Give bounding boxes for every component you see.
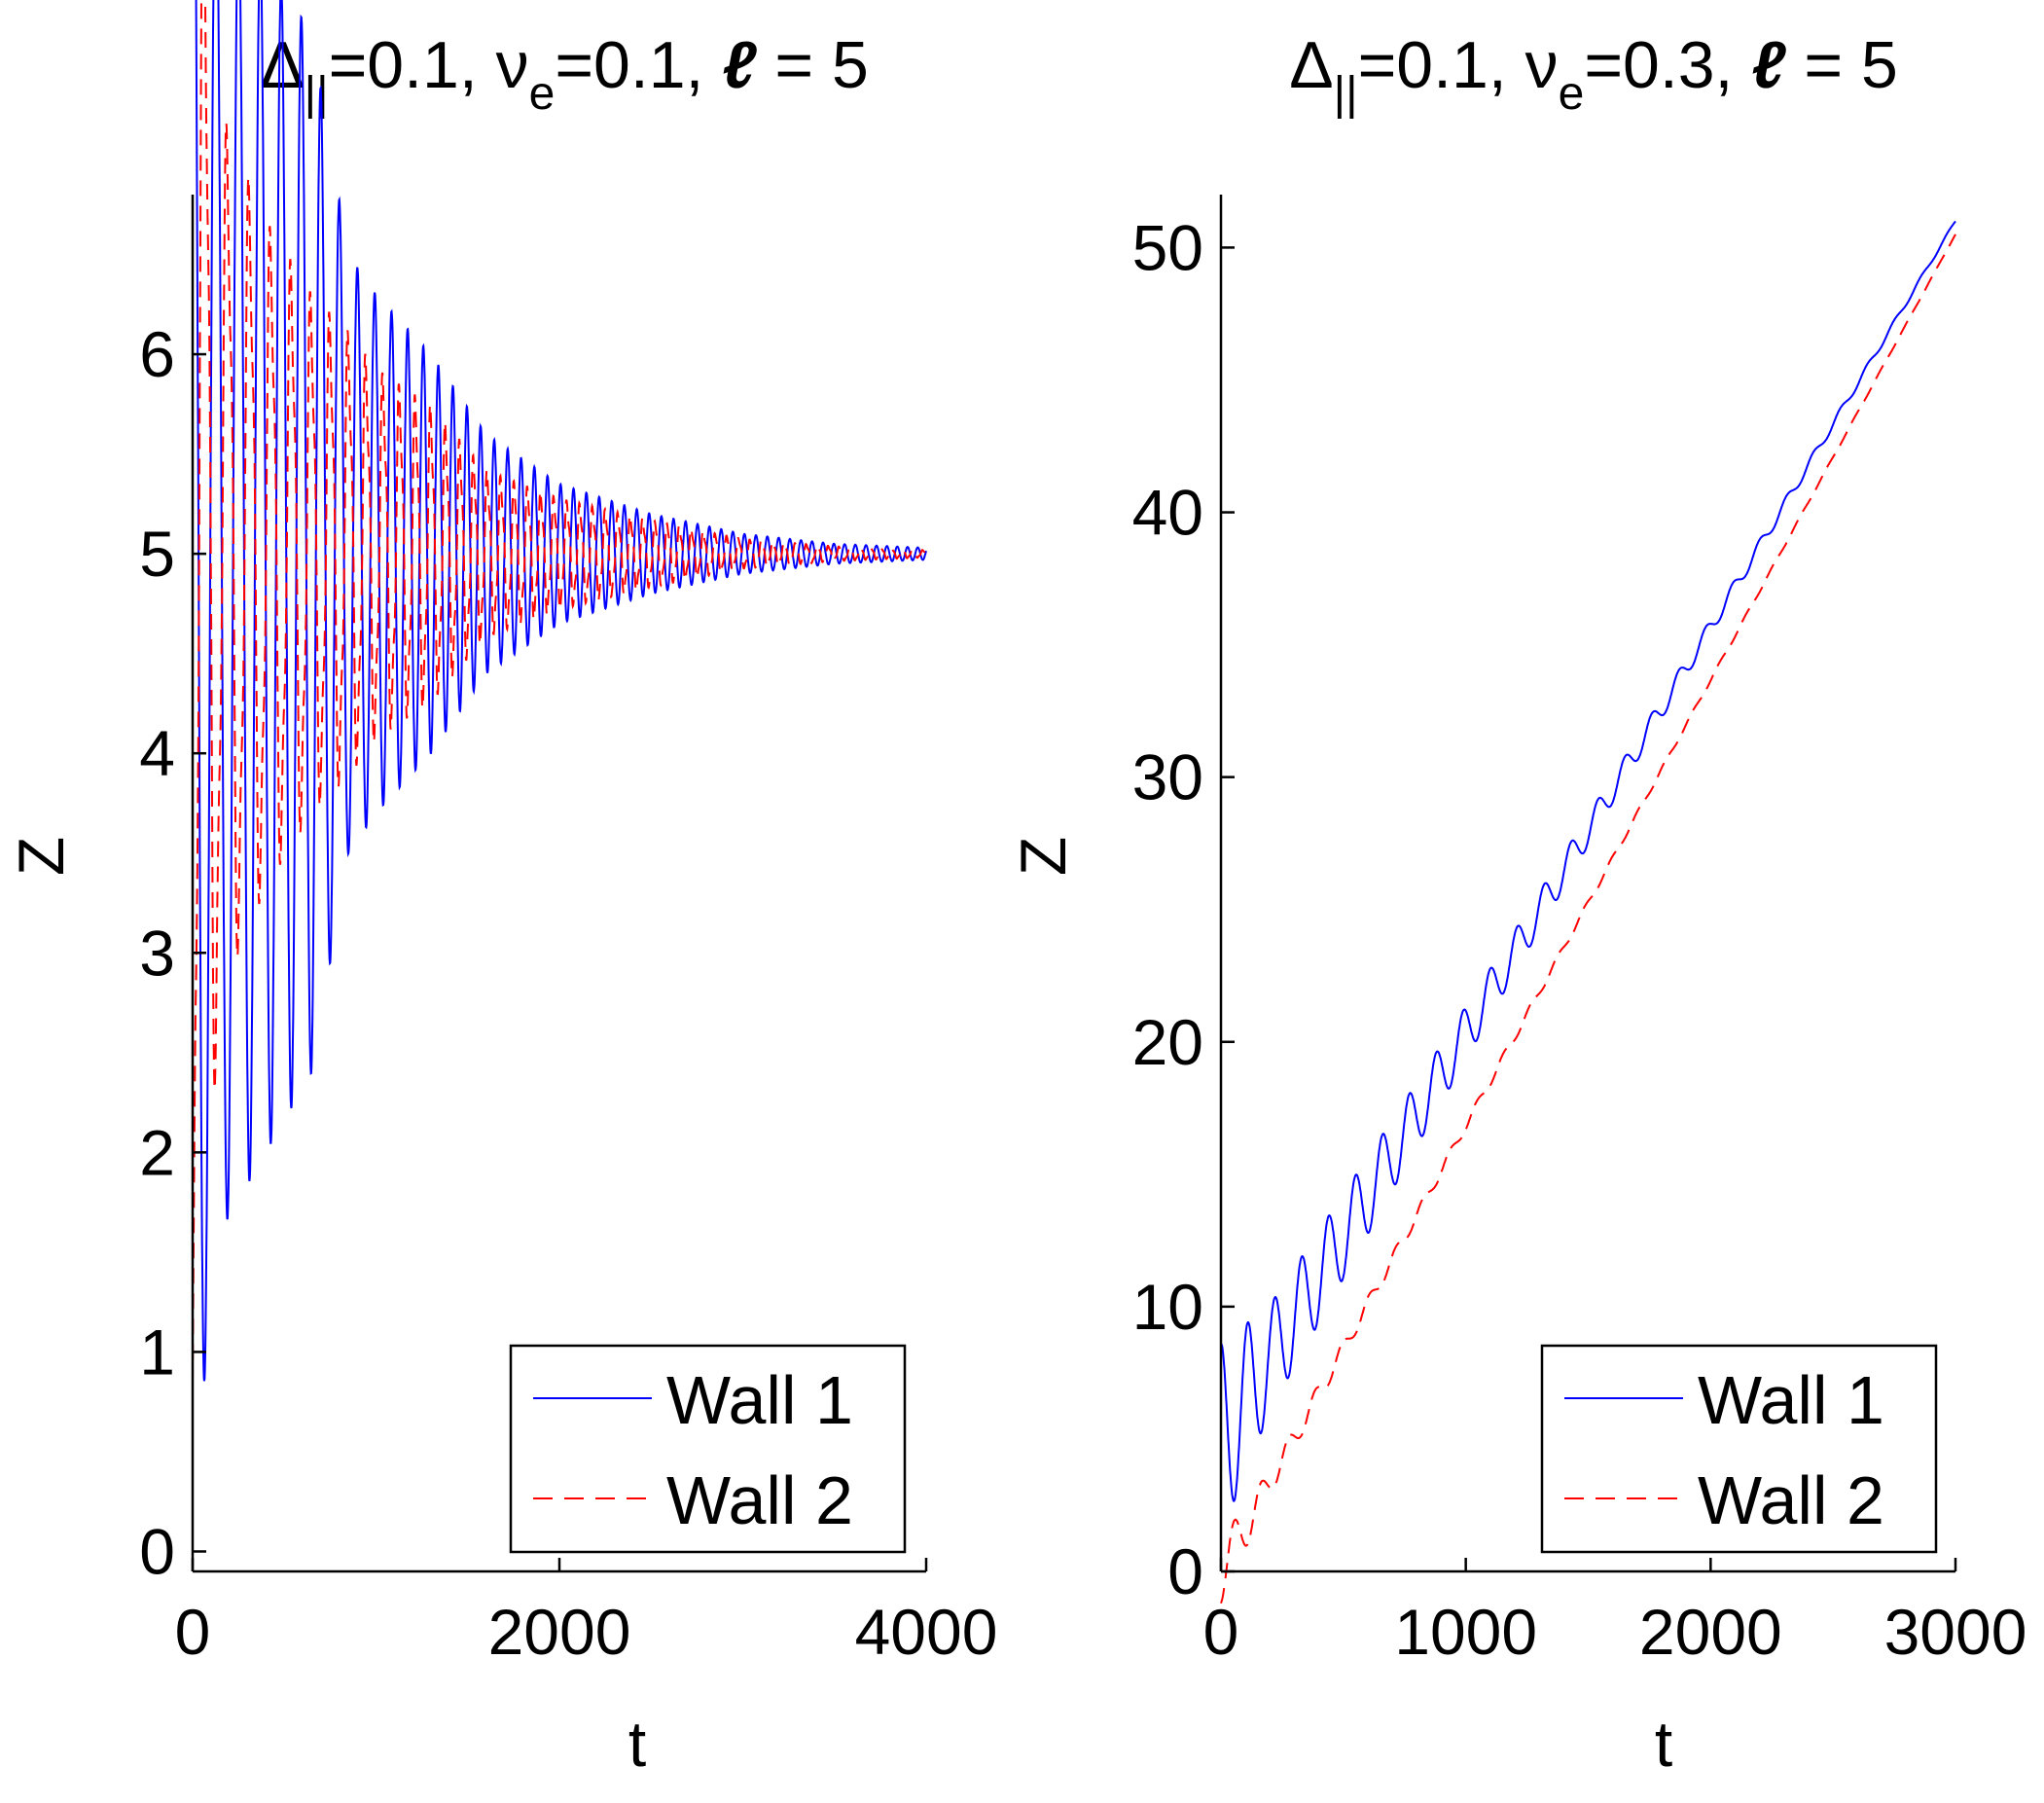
left-y-tick-label: 0 <box>139 1515 175 1587</box>
left-series-wall1-line <box>195 0 927 1382</box>
right-subplot: Δ||=0.1, νe=0.3, ℓ = 5 0 1000 2000 3000 0 10 2… <box>1007 28 2026 1780</box>
left-legend-box <box>509 1344 907 1554</box>
right-plot-title: Δ||=0.1, νe=0.3, ℓ = 5 <box>1289 28 1898 120</box>
right-legend: Wall 1 Wall 2 <box>1540 1344 1938 1554</box>
left-y-tick-label: 3 <box>139 917 175 989</box>
left-x-tick-label: 4000 <box>855 1596 998 1668</box>
left-y-tick-label: 5 <box>139 518 175 590</box>
right-legend-label-wall1: Wall 1 <box>1698 1362 1884 1438</box>
left-series-layer <box>192 0 927 1386</box>
left-legend: Wall 1 Wall 2 <box>509 1344 907 1554</box>
left-y-axis-label: Z <box>5 837 77 876</box>
right-x-tick-label: 2000 <box>1639 1596 1782 1668</box>
right-y-axis-label: Z <box>1007 837 1079 876</box>
right-series-wall2-line <box>1220 234 1956 1605</box>
left-x-axis-label: t <box>628 1708 646 1780</box>
right-x-axis-label: t <box>1655 1708 1672 1780</box>
right-y-tick-label: 50 <box>1132 211 1203 283</box>
left-legend-label-wall2: Wall 2 <box>666 1462 853 1538</box>
right-series-wall1-line <box>1220 220 1956 1502</box>
right-y-tick-label: 30 <box>1132 741 1203 813</box>
left-x-tick-label: 2000 <box>488 1596 631 1668</box>
right-y-tick-label: 0 <box>1167 1535 1203 1607</box>
left-y-tick-label: 6 <box>139 318 175 390</box>
right-series-layer <box>1220 220 1956 1605</box>
right-legend-box <box>1540 1344 1938 1554</box>
left-y-tick-label: 2 <box>139 1116 175 1188</box>
left-x-tick-label: 0 <box>175 1596 211 1668</box>
left-plot-title: Δ||=0.1, νe=0.1, ℓ = 5 <box>260 28 869 120</box>
right-axes: 0 1000 2000 3000 0 10 20 30 40 50 <box>1132 195 2027 1668</box>
right-x-tick-label: 3000 <box>1884 1596 2027 1668</box>
left-subplot: Δ||=0.1, νe=0.1, ℓ = 5 0 2000 40000123456 … <box>5 0 997 1780</box>
left-legend-label-wall1: Wall 1 <box>666 1362 853 1438</box>
right-x-tick-label: 0 <box>1203 1596 1239 1668</box>
right-legend-label-wall2: Wall 2 <box>1698 1462 1884 1538</box>
left-y-tick-label: 4 <box>139 717 175 789</box>
left-y-tick-label: 1 <box>139 1316 175 1388</box>
left-axes: 0 2000 4000 0 1 2 3 4 5 6 <box>139 195 997 1668</box>
right-y-tick-label: 40 <box>1132 477 1203 549</box>
right-x-tick-label: 1000 <box>1394 1596 1537 1668</box>
right-y-tick-label: 10 <box>1132 1271 1203 1343</box>
right-y-tick-label: 20 <box>1132 1006 1203 1078</box>
